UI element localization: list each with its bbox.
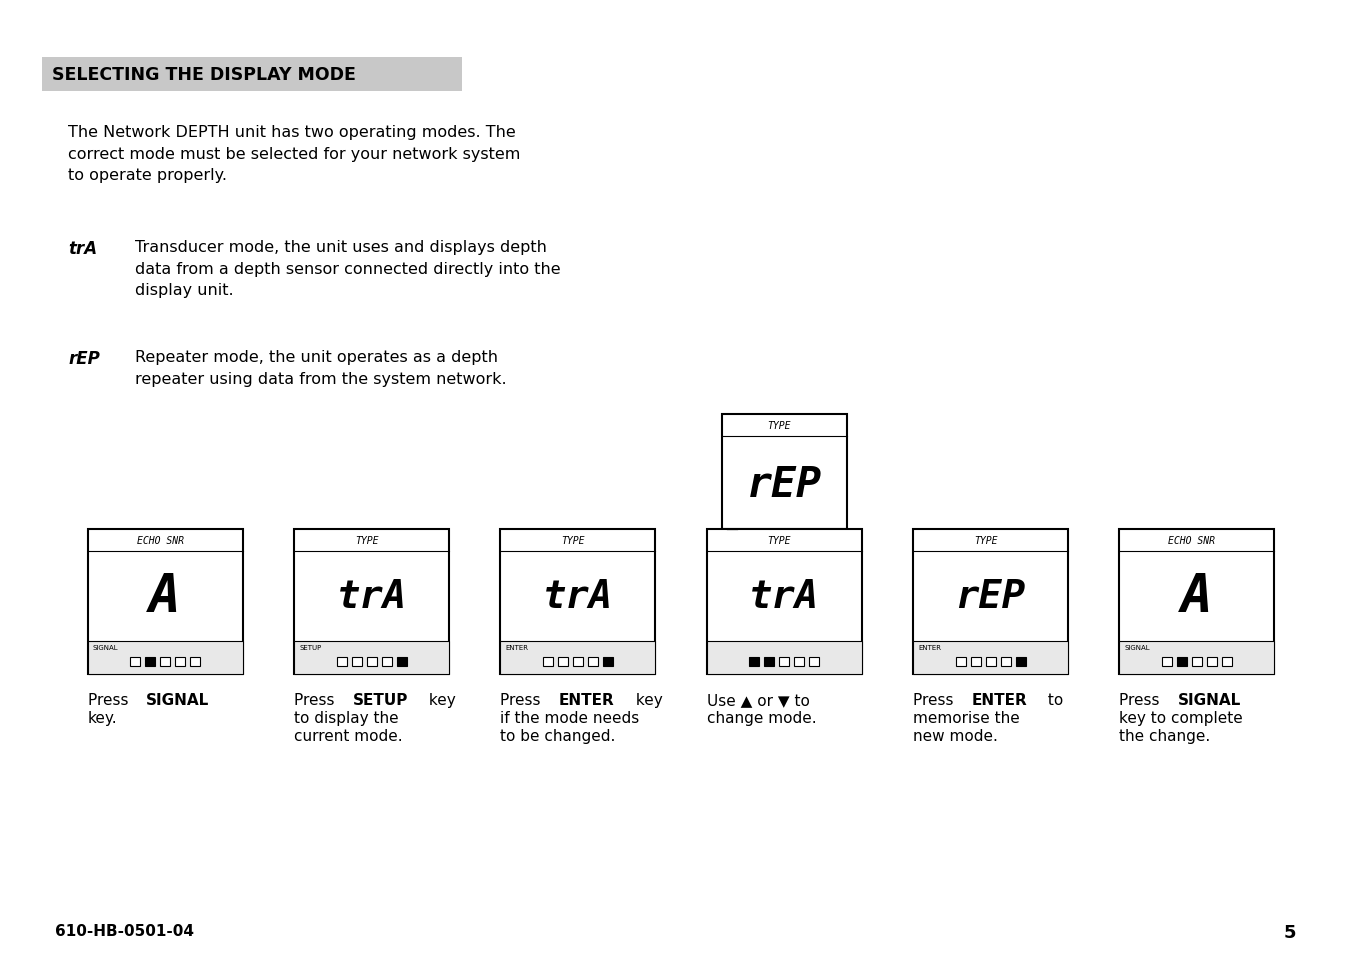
Bar bbox=[573, 658, 582, 666]
Bar bbox=[1162, 658, 1171, 666]
Bar bbox=[500, 530, 655, 675]
Bar bbox=[913, 641, 1069, 675]
Text: TYPE: TYPE bbox=[767, 420, 790, 431]
Bar bbox=[1206, 658, 1217, 666]
Bar bbox=[850, 535, 858, 542]
Text: SIGNAL: SIGNAL bbox=[146, 692, 209, 707]
Text: Press: Press bbox=[88, 692, 132, 707]
Bar bbox=[88, 641, 243, 675]
Text: to: to bbox=[1043, 692, 1063, 707]
Bar bbox=[809, 658, 819, 666]
Bar bbox=[750, 658, 759, 666]
Bar bbox=[913, 530, 1069, 675]
Text: Press: Press bbox=[913, 692, 958, 707]
Bar bbox=[794, 658, 804, 666]
Text: current mode.: current mode. bbox=[295, 728, 403, 743]
Text: Press: Press bbox=[295, 692, 339, 707]
Text: memorise the: memorise the bbox=[913, 710, 1020, 725]
Bar bbox=[707, 641, 862, 675]
Text: 610-HB-0501-04: 610-HB-0501-04 bbox=[55, 923, 195, 938]
Text: SIGNAL: SIGNAL bbox=[93, 644, 119, 650]
Bar bbox=[336, 658, 346, 666]
Text: trA: trA bbox=[748, 578, 819, 616]
Text: rEP: rEP bbox=[747, 464, 821, 506]
Bar bbox=[1192, 658, 1202, 666]
Text: new mode.: new mode. bbox=[913, 728, 998, 743]
Text: key: key bbox=[424, 692, 455, 707]
Bar bbox=[176, 658, 185, 666]
Bar bbox=[500, 641, 655, 675]
Text: ENTER: ENTER bbox=[559, 692, 615, 707]
Bar bbox=[1016, 658, 1025, 666]
Bar bbox=[603, 658, 613, 666]
Text: SELECTING THE DISPLAY MODE: SELECTING THE DISPLAY MODE bbox=[51, 66, 355, 84]
Bar bbox=[130, 658, 141, 666]
Text: TYPE: TYPE bbox=[767, 536, 790, 545]
Text: SIGNAL: SIGNAL bbox=[1124, 644, 1150, 650]
Bar bbox=[780, 658, 789, 666]
Text: if the mode needs: if the mode needs bbox=[500, 710, 639, 725]
Text: Use ▲ or ▼ to: Use ▲ or ▼ to bbox=[707, 692, 809, 707]
Bar bbox=[955, 658, 966, 666]
Text: trA: trA bbox=[68, 240, 97, 257]
Bar bbox=[1120, 641, 1274, 675]
Text: key: key bbox=[631, 692, 662, 707]
Text: change mode.: change mode. bbox=[707, 710, 816, 725]
Text: A: A bbox=[1181, 571, 1213, 622]
Bar bbox=[1001, 658, 1011, 666]
Bar bbox=[366, 658, 377, 666]
Bar bbox=[351, 658, 362, 666]
Text: A: A bbox=[150, 571, 181, 622]
Bar bbox=[295, 641, 449, 675]
Bar bbox=[190, 658, 200, 666]
Bar bbox=[721, 415, 847, 530]
Text: trA: trA bbox=[336, 578, 407, 616]
Bar bbox=[1221, 658, 1232, 666]
Bar bbox=[161, 658, 170, 666]
Text: TYPE: TYPE bbox=[355, 536, 378, 545]
Text: trA: trA bbox=[543, 578, 613, 616]
Bar bbox=[88, 530, 243, 675]
Text: Repeater mode, the unit operates as a depth
repeater using data from the system : Repeater mode, the unit operates as a de… bbox=[135, 350, 507, 386]
Bar bbox=[543, 658, 553, 666]
Text: SETUP: SETUP bbox=[353, 692, 408, 707]
Text: the change.: the change. bbox=[1120, 728, 1210, 743]
Bar bbox=[765, 658, 774, 666]
Text: Press: Press bbox=[500, 692, 546, 707]
Bar bbox=[396, 658, 407, 666]
Text: 5: 5 bbox=[1283, 923, 1296, 941]
Text: The Network DEPTH unit has two operating modes. The
correct mode must be selecte: The Network DEPTH unit has two operating… bbox=[68, 125, 520, 183]
Text: ENTER: ENTER bbox=[917, 644, 942, 650]
Bar bbox=[1120, 530, 1274, 675]
Text: TYPE: TYPE bbox=[561, 536, 585, 545]
Bar bbox=[145, 658, 155, 666]
Bar bbox=[985, 658, 996, 666]
Text: Transducer mode, the unit uses and displays depth
data from a depth sensor conne: Transducer mode, the unit uses and displ… bbox=[135, 240, 561, 298]
Text: rEP: rEP bbox=[68, 350, 100, 368]
Bar bbox=[295, 530, 449, 675]
Text: ECHO SNR: ECHO SNR bbox=[136, 536, 184, 545]
Text: to display the: to display the bbox=[295, 710, 399, 725]
Text: ENTER: ENTER bbox=[505, 644, 528, 650]
Text: ENTER: ENTER bbox=[971, 692, 1027, 707]
Text: ECHO SNR: ECHO SNR bbox=[1169, 536, 1216, 545]
Text: key.: key. bbox=[88, 710, 118, 725]
Text: TYPE: TYPE bbox=[974, 536, 997, 545]
Bar bbox=[42, 58, 462, 91]
Text: SETUP: SETUP bbox=[299, 644, 322, 650]
Text: rEP: rEP bbox=[955, 578, 1025, 616]
Bar bbox=[558, 658, 567, 666]
Text: to be changed.: to be changed. bbox=[500, 728, 616, 743]
Bar bbox=[381, 658, 392, 666]
Bar bbox=[707, 530, 862, 675]
Bar bbox=[588, 658, 598, 666]
Bar bbox=[970, 658, 981, 666]
Bar bbox=[1177, 658, 1186, 666]
Text: key to complete: key to complete bbox=[1120, 710, 1243, 725]
Text: SIGNAL: SIGNAL bbox=[1178, 692, 1242, 707]
Text: Press: Press bbox=[1120, 692, 1165, 707]
